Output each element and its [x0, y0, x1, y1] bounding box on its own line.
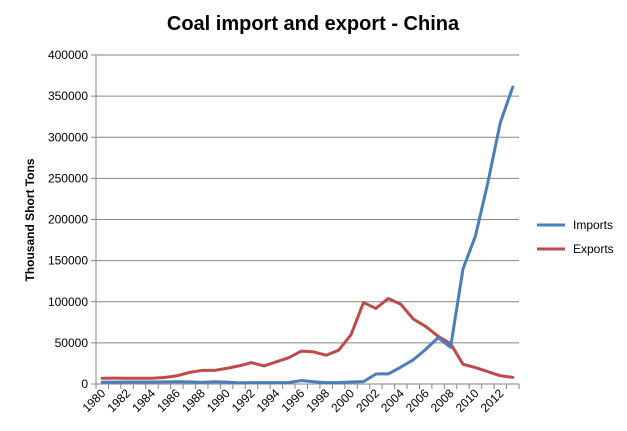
- x-tick-label: 1986: [154, 386, 183, 415]
- x-tick-label: 1996: [279, 386, 308, 415]
- series-line-exports: [100, 296, 515, 380]
- x-tick-label: 2008: [428, 386, 457, 415]
- series-line-imports: [100, 85, 515, 385]
- y-tick-label: 400000: [48, 48, 88, 62]
- x-tick-label: 1982: [104, 386, 133, 415]
- y-tick-label: 300000: [48, 130, 88, 144]
- x-tick-label: 1998: [304, 386, 333, 415]
- y-axis-title: Thousand Short Tons: [23, 158, 37, 281]
- y-tick-label: 0: [81, 377, 88, 391]
- x-tick-labels: 1980198219841986198819901992199419961998…: [80, 386, 507, 415]
- x-tick-label: 2012: [478, 386, 507, 415]
- y-tick-labels: 0 50000 100000 150000 200000 250000 300000 3500…: [48, 48, 88, 391]
- axes: [95, 55, 520, 389]
- legend: Imports Exports: [537, 218, 614, 256]
- y-tick-label: 50000: [55, 336, 89, 350]
- y-tick-label: 150000: [48, 254, 88, 268]
- chart-title: Coal import and export - China: [167, 13, 460, 35]
- x-tick-label: 1992: [229, 386, 258, 415]
- y-tick-label: 100000: [48, 295, 88, 309]
- y-tick-label: 250000: [48, 171, 88, 185]
- x-tick-label: 2004: [378, 386, 407, 415]
- y-tick-label: 350000: [48, 89, 88, 103]
- x-tick-label: 1990: [204, 386, 233, 415]
- gridlines: [91, 54, 519, 385]
- y-tick-label: 200000: [48, 213, 88, 227]
- x-tick-label: 1994: [254, 386, 283, 415]
- x-tick-label: 1988: [179, 386, 208, 415]
- series-lines: [100, 85, 515, 385]
- x-tick-label: 2010: [453, 386, 482, 415]
- legend-label-imports: Imports: [573, 218, 613, 232]
- x-tick-label: 2006: [403, 386, 432, 415]
- x-tick-label: 2002: [353, 386, 382, 415]
- legend-label-exports: Exports: [573, 242, 614, 256]
- x-tick-label: 2000: [328, 386, 357, 415]
- x-tick-label: 1984: [129, 386, 158, 415]
